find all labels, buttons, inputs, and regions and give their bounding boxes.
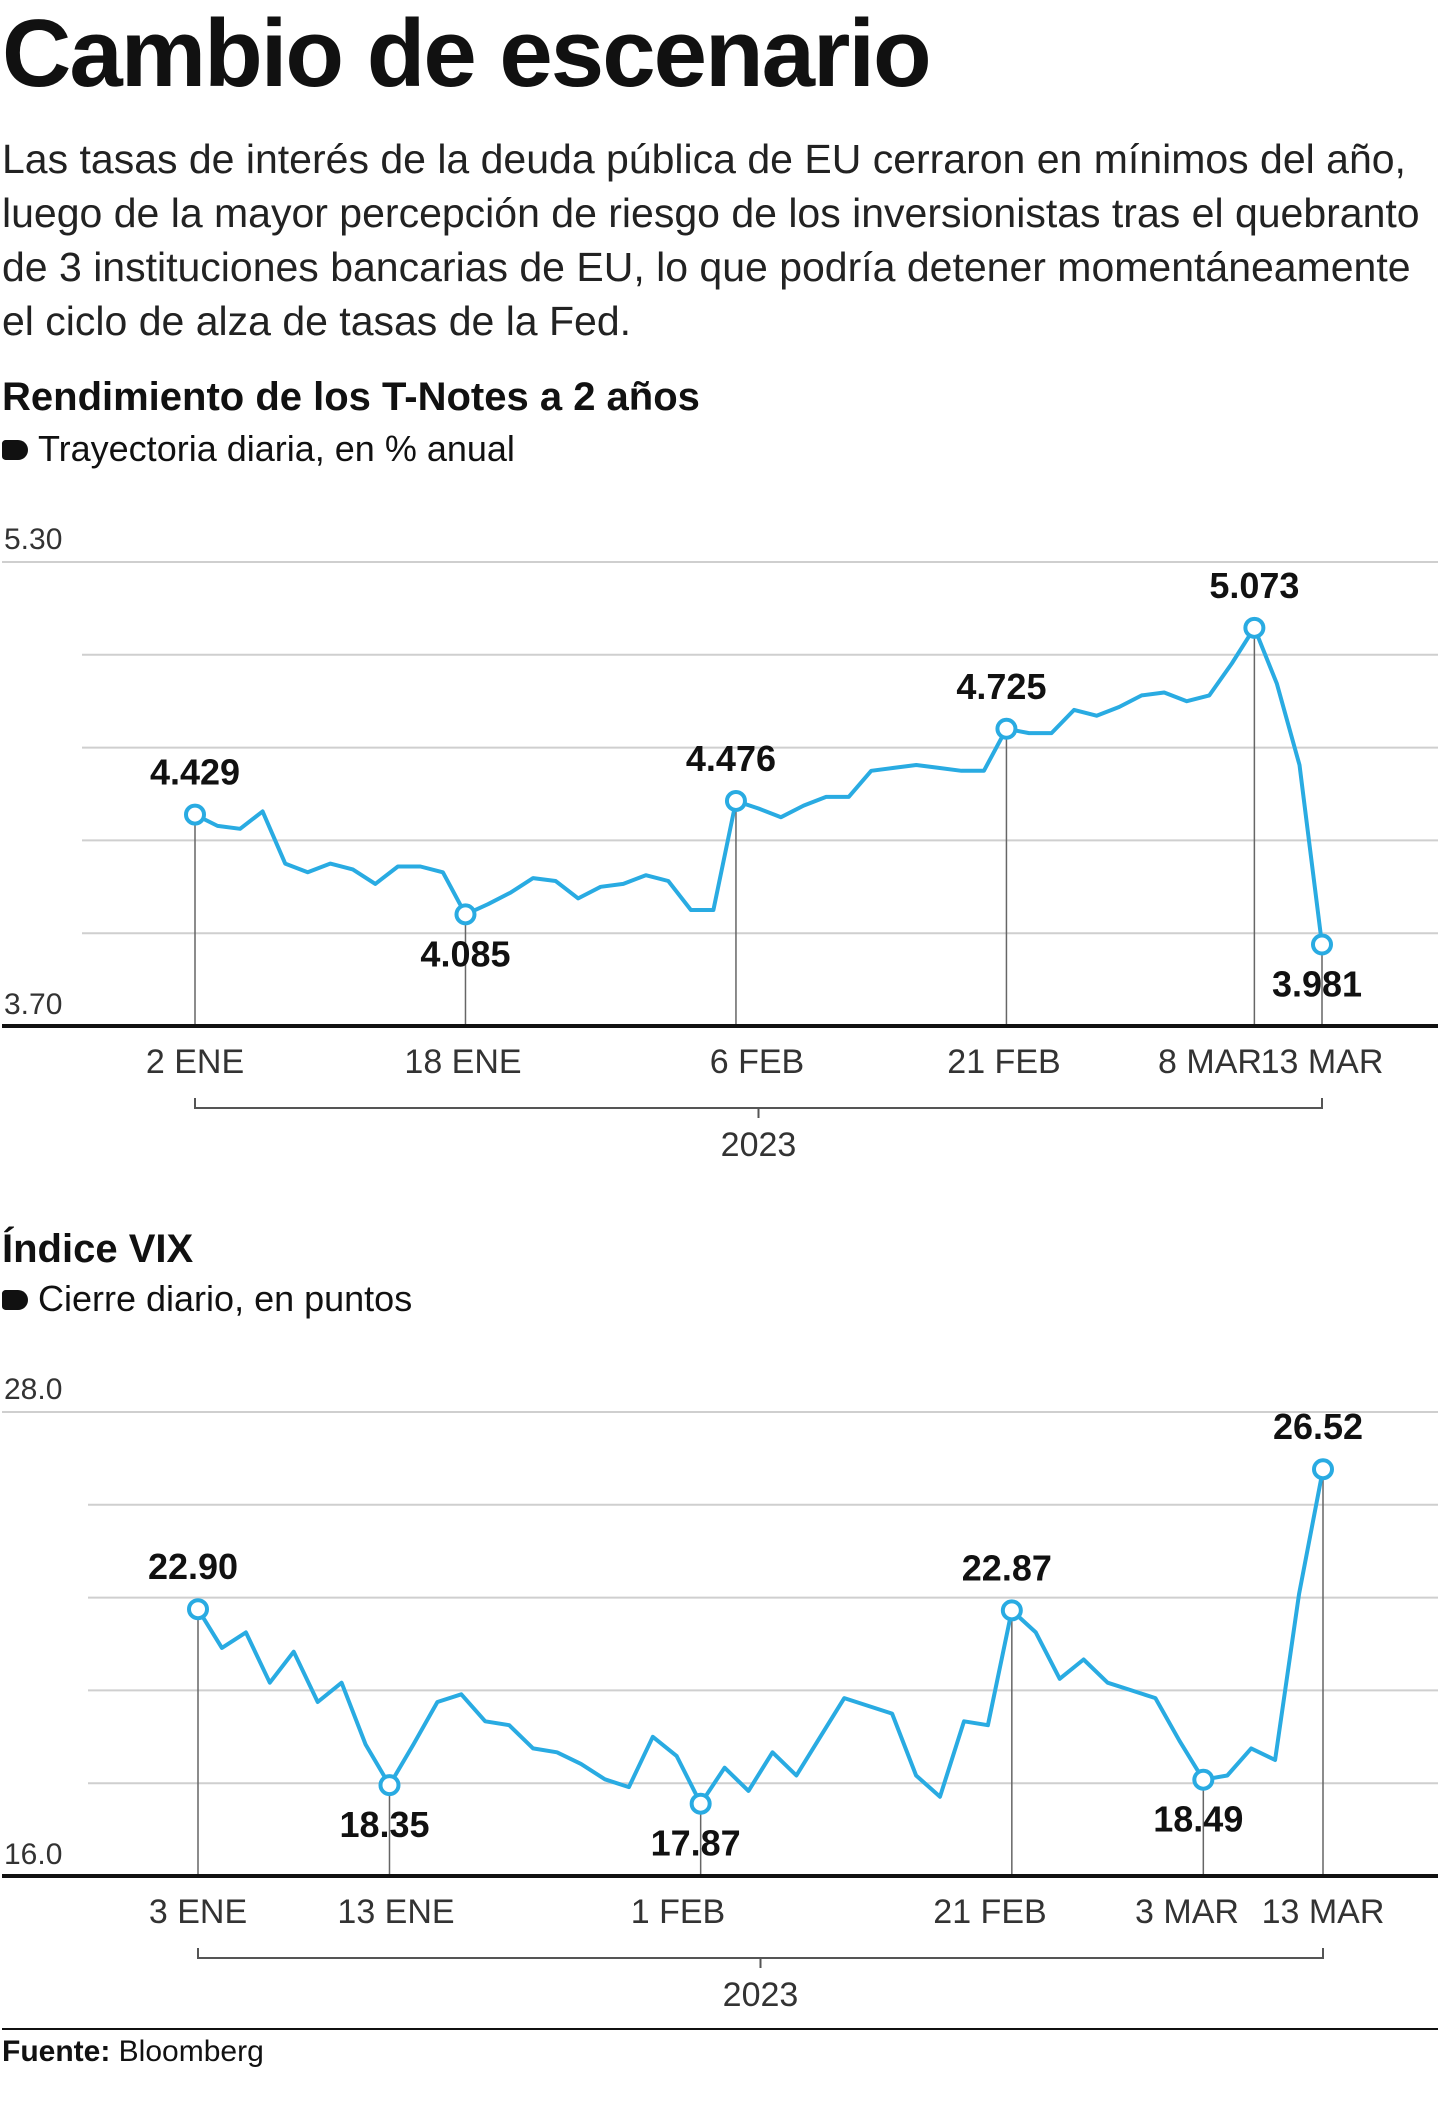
- year-bracket: [194, 1098, 1323, 1109]
- data-label: 4.085: [420, 933, 510, 974]
- data-point-marker: [1243, 616, 1266, 639]
- x-tick-label: 13 ENE: [337, 1893, 454, 1931]
- data-label: 4.725: [956, 666, 1046, 707]
- page-title: Cambio de escenario: [2, 0, 932, 107]
- chart-2-subtitle: Cierre diario, en puntos: [2, 1278, 412, 1320]
- x-tick-label: 13 MAR: [1262, 1893, 1385, 1931]
- year-bracket: [197, 1948, 1324, 1959]
- year-label: 2023: [721, 1126, 797, 1164]
- data-point-marker: [995, 717, 1018, 740]
- series-line: [193, 625, 1324, 947]
- x-tick-label: 6 FEB: [710, 1043, 804, 1081]
- bullet-icon: [2, 440, 28, 460]
- year-label: 2023: [723, 1976, 799, 2014]
- data-label: 3.981: [1272, 964, 1362, 1005]
- chart-1-subtitle-text: Trayectoria diaria, en % anual: [38, 428, 515, 469]
- data-point-marker: [184, 803, 206, 826]
- data-point-marker: [454, 903, 477, 926]
- data-point-marker: [689, 1792, 712, 1815]
- chart-1-title: Rendimiento de los T-Notes a 2 años: [2, 375, 700, 419]
- data-point-marker: [187, 1598, 209, 1621]
- x-tick-label: 3 MAR: [1135, 1893, 1239, 1931]
- data-label: 4.476: [686, 738, 776, 779]
- chart-2-svg: 28.0 16.0 22.90 18.35 17.87 22.87 18.49 26.52 3 …: [2, 1373, 1438, 2014]
- data-point-marker: [1192, 1768, 1215, 1791]
- data-label: 22.90: [148, 1546, 238, 1587]
- data-label: 22.87: [962, 1547, 1052, 1588]
- y-tick-label: 3.70: [4, 988, 62, 1021]
- chart-2-subtitle-text: Cierre diario, en puntos: [38, 1278, 413, 1319]
- data-point-marker: [1000, 1599, 1023, 1622]
- data-label: 26.52: [1273, 1406, 1363, 1447]
- chart-1-subtitle: Trayectoria diaria, en % anual: [2, 428, 515, 470]
- bullet-icon: [2, 1290, 28, 1310]
- x-tick-label: 21 FEB: [947, 1043, 1060, 1081]
- series-line: [196, 1467, 1325, 1806]
- x-tick-label: 21 FEB: [933, 1893, 1046, 1931]
- chart-1-svg: 5.30 3.70 4.429 4.085 4.476 4.725 5.073 3.981 2 …: [2, 523, 1438, 1164]
- x-tick-label: 2 ENE: [146, 1043, 244, 1081]
- x-tick-label: 3 ENE: [149, 1893, 247, 1931]
- data-point-marker: [378, 1774, 401, 1797]
- source-value: Bloomberg: [118, 2035, 264, 2068]
- x-tick-label: 13 MAR: [1261, 1043, 1384, 1081]
- data-point-marker: [1312, 1458, 1334, 1481]
- y-tick-label: 16.0: [4, 1838, 62, 1871]
- x-tick-label: 18 ENE: [404, 1043, 521, 1081]
- y-tick-label: 28.0: [4, 1373, 62, 1406]
- source-divider: [2, 2028, 1438, 2030]
- data-label: 17.87: [651, 1823, 741, 1864]
- source-label: Fuente:: [2, 2035, 111, 2068]
- data-label: 4.429: [150, 752, 240, 793]
- x-tick-label: 8 MAR: [1158, 1043, 1262, 1081]
- source-line: Fuente: Bloomberg: [2, 2035, 264, 2069]
- data-point-marker: [1311, 933, 1333, 956]
- data-label: 18.35: [339, 1804, 429, 1845]
- y-tick-label: 5.30: [4, 523, 62, 556]
- data-label: 18.49: [1153, 1799, 1243, 1840]
- x-tick-label: 1 FEB: [631, 1893, 725, 1931]
- data-point-marker: [724, 789, 747, 812]
- data-label: 5.073: [1209, 565, 1299, 606]
- chart-2-title: Índice VIX: [2, 1227, 194, 1271]
- intro-paragraph: Las tasas de interés de la deuda pública…: [2, 136, 1420, 344]
